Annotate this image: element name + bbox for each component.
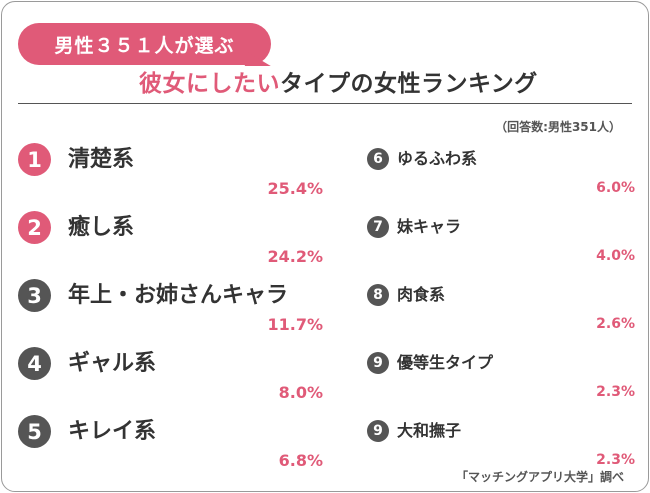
ranking-item: 7 妹キャラ 4.0% — [367, 215, 637, 275]
ranking-label: ギャル系 — [68, 351, 157, 376]
ranking-item: 2 癒し系 24.2% — [18, 211, 323, 273]
ranking-label: 清楚系 — [68, 147, 135, 172]
respondent-note: （回答数:男性351人） — [495, 120, 621, 134]
title-divider — [18, 103, 632, 104]
ranking-item: 6 ゆるふわ系 6.0% — [367, 147, 637, 207]
ranking-label: 優等生タイプ — [397, 353, 494, 372]
ranking-percentage: 4.0% — [596, 248, 635, 264]
ranking-percentage: 2.3% — [596, 452, 635, 468]
rank-number-badge: 9 — [367, 352, 389, 374]
ranking-item: 4 ギャル系 8.0% — [18, 347, 323, 409]
ranking-percentage: 11.7% — [267, 315, 323, 334]
title-rest: タイプの女性ランキング — [280, 71, 538, 97]
rank-number-badge: 1 — [18, 143, 51, 176]
rank-number-badge: 4 — [18, 347, 51, 380]
ranking-item: 9 大和撫子 2.3% — [367, 419, 637, 479]
ranking-label: キレイ系 — [68, 419, 157, 444]
ranking-label: 大和撫子 — [397, 421, 462, 440]
ranking-percentage: 8.0% — [278, 383, 323, 402]
ranking-item: 1 清楚系 25.4% — [18, 143, 323, 205]
page-title: 彼女にしたいタイプの女性ランキング — [139, 64, 538, 98]
ranking-label: 癒し系 — [68, 215, 135, 240]
ranking-percentage: 2.6% — [596, 316, 635, 332]
source-note: 「マッチングアプリ大学」調べ — [455, 470, 624, 484]
ranking-percentage: 2.3% — [596, 384, 635, 400]
ranking-label: 年上・お姉さんキャラ — [68, 283, 289, 308]
header-badge: 男性３５１人が選ぶ — [18, 23, 271, 65]
ranking-item: 9 優等生タイプ 2.3% — [367, 351, 637, 411]
ranking-label: 妹キャラ — [397, 217, 462, 236]
rank-number-badge: 6 — [367, 148, 389, 170]
ranking-percentage: 24.2% — [267, 247, 323, 266]
rank-number-badge: 5 — [18, 415, 51, 448]
ranking-percentage: 6.0% — [596, 180, 635, 196]
rank-number-badge: 9 — [367, 420, 389, 442]
ranking-label: 肉食系 — [397, 285, 446, 304]
rank-number-badge: 7 — [367, 216, 389, 238]
ranking-percentage: 6.8% — [278, 451, 323, 470]
title-highlight: 彼女にしたい — [139, 71, 280, 97]
ranking-percentage: 25.4% — [267, 179, 323, 198]
rank-number-badge: 8 — [367, 284, 389, 306]
ranking-item: 3 年上・お姉さんキャラ 11.7% — [18, 279, 323, 341]
ranking-item: 5 キレイ系 6.8% — [18, 415, 323, 477]
ranking-label: ゆるふわ系 — [397, 149, 478, 168]
ranking-item: 8 肉食系 2.6% — [367, 283, 637, 343]
rank-number-badge: 2 — [18, 211, 51, 244]
rank-number-badge: 3 — [18, 279, 51, 312]
